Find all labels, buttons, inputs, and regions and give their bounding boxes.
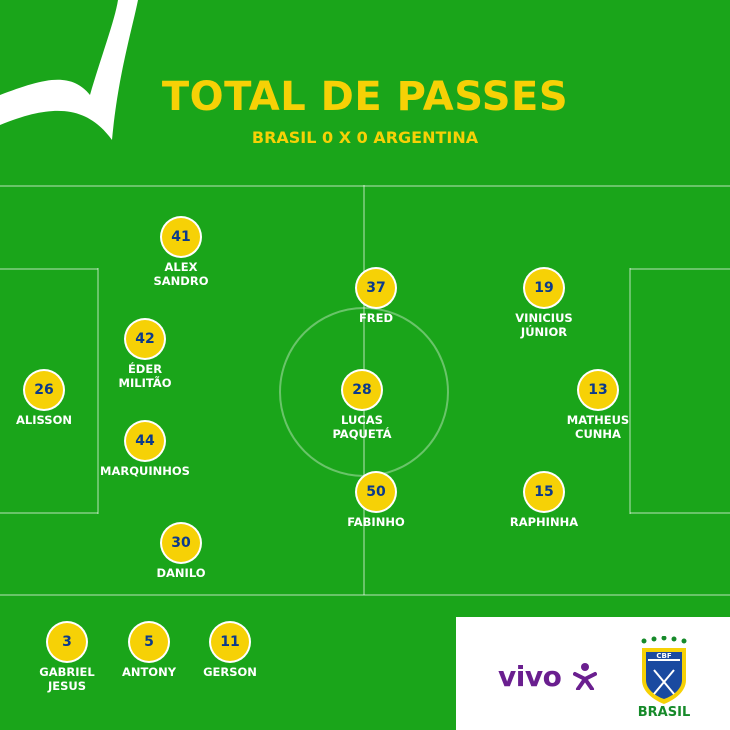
page-title: TOTAL DE PASSES — [161, 74, 569, 120]
player-name: FABINHO — [347, 515, 405, 529]
pass-count-badge: 28 — [343, 371, 381, 409]
player-name: FRED — [358, 311, 394, 325]
player-name: GERSON — [203, 665, 257, 679]
player-vinicius-junior: 19 VINICIUS JÚNIOR — [484, 269, 604, 339]
match-score: BRASIL 0 X 0 ARGENTINA — [251, 128, 479, 147]
pass-count-badge: 30 — [162, 524, 200, 562]
right-box-top — [630, 268, 730, 270]
pass-count-badge: 42 — [126, 320, 164, 358]
player-lucas-paqueta: 28 LUCAS PAQUETÁ — [302, 371, 422, 441]
pass-count-badge: 26 — [25, 371, 63, 409]
player-fabinho: 50 FABINHO — [316, 473, 436, 529]
player-raphinha: 15 RAPHINHA — [484, 473, 604, 529]
left-box-side — [97, 268, 99, 514]
substitute-gerson: 11 GERSON — [170, 623, 290, 679]
player-alisson: 26 ALISSON — [0, 371, 104, 427]
player-alex-sandro: 41 ALEX SANDRO — [121, 218, 241, 288]
player-name: ÉDER MILITÃO — [118, 362, 172, 390]
pass-count-badge: 41 — [162, 218, 200, 256]
player-name: MATHEUS CUNHA — [566, 413, 630, 441]
player-name: RAPHINHA — [509, 515, 579, 529]
player-name: VINICIUS JÚNIOR — [515, 311, 573, 339]
pitch-bottom-line — [0, 594, 730, 596]
pass-count-badge: 15 — [525, 473, 563, 511]
player-name: DANILO — [156, 566, 206, 580]
player-name: GABRIEL JESUS — [39, 665, 95, 693]
pass-count-badge: 37 — [357, 269, 395, 307]
player-name: LUCAS PAQUETÁ — [332, 413, 392, 441]
crest-label: BRASIL — [637, 705, 691, 720]
pass-count-badge: 5 — [130, 623, 168, 661]
crest-initials: CBF — [656, 652, 671, 660]
player-matheus-cunha: 13 MATHEUS CUNHA — [538, 371, 658, 441]
pass-count-badge: 3 — [48, 623, 86, 661]
pass-count-badge: 13 — [579, 371, 617, 409]
substitute-antony: 5 ANTONY — [89, 623, 209, 679]
left-box-top — [0, 268, 98, 270]
player-eder-militao: 42 ÉDER MILITÃO — [85, 320, 205, 390]
vivo-logo: vivo — [498, 660, 597, 693]
cbf-crest-icon: CBF — [641, 636, 687, 704]
player-fred: 37 FRED — [316, 269, 436, 325]
pass-count-badge: 11 — [211, 623, 249, 661]
pass-count-badge: 44 — [126, 422, 164, 460]
vivo-wordmark: vivo — [498, 660, 562, 693]
player-danilo: 30 DANILO — [121, 524, 241, 580]
player-marquinhos: 44 MARQUINHOS — [85, 422, 205, 478]
player-name: ANTONY — [121, 665, 177, 679]
substitute-gabriel-jesus: 3 GABRIEL JESUS — [7, 623, 127, 693]
player-name: MARQUINHOS — [100, 464, 190, 478]
player-name: ALEX SANDRO — [153, 260, 209, 288]
player-name: ALISSON — [16, 413, 72, 427]
left-box-bottom — [0, 512, 98, 514]
pass-count-badge: 50 — [357, 473, 395, 511]
pitch-top-line — [0, 185, 730, 187]
right-box-side — [629, 268, 631, 514]
vivo-figure-icon — [572, 663, 597, 691]
pass-count-badge: 19 — [525, 269, 563, 307]
right-box-bottom — [630, 512, 730, 514]
